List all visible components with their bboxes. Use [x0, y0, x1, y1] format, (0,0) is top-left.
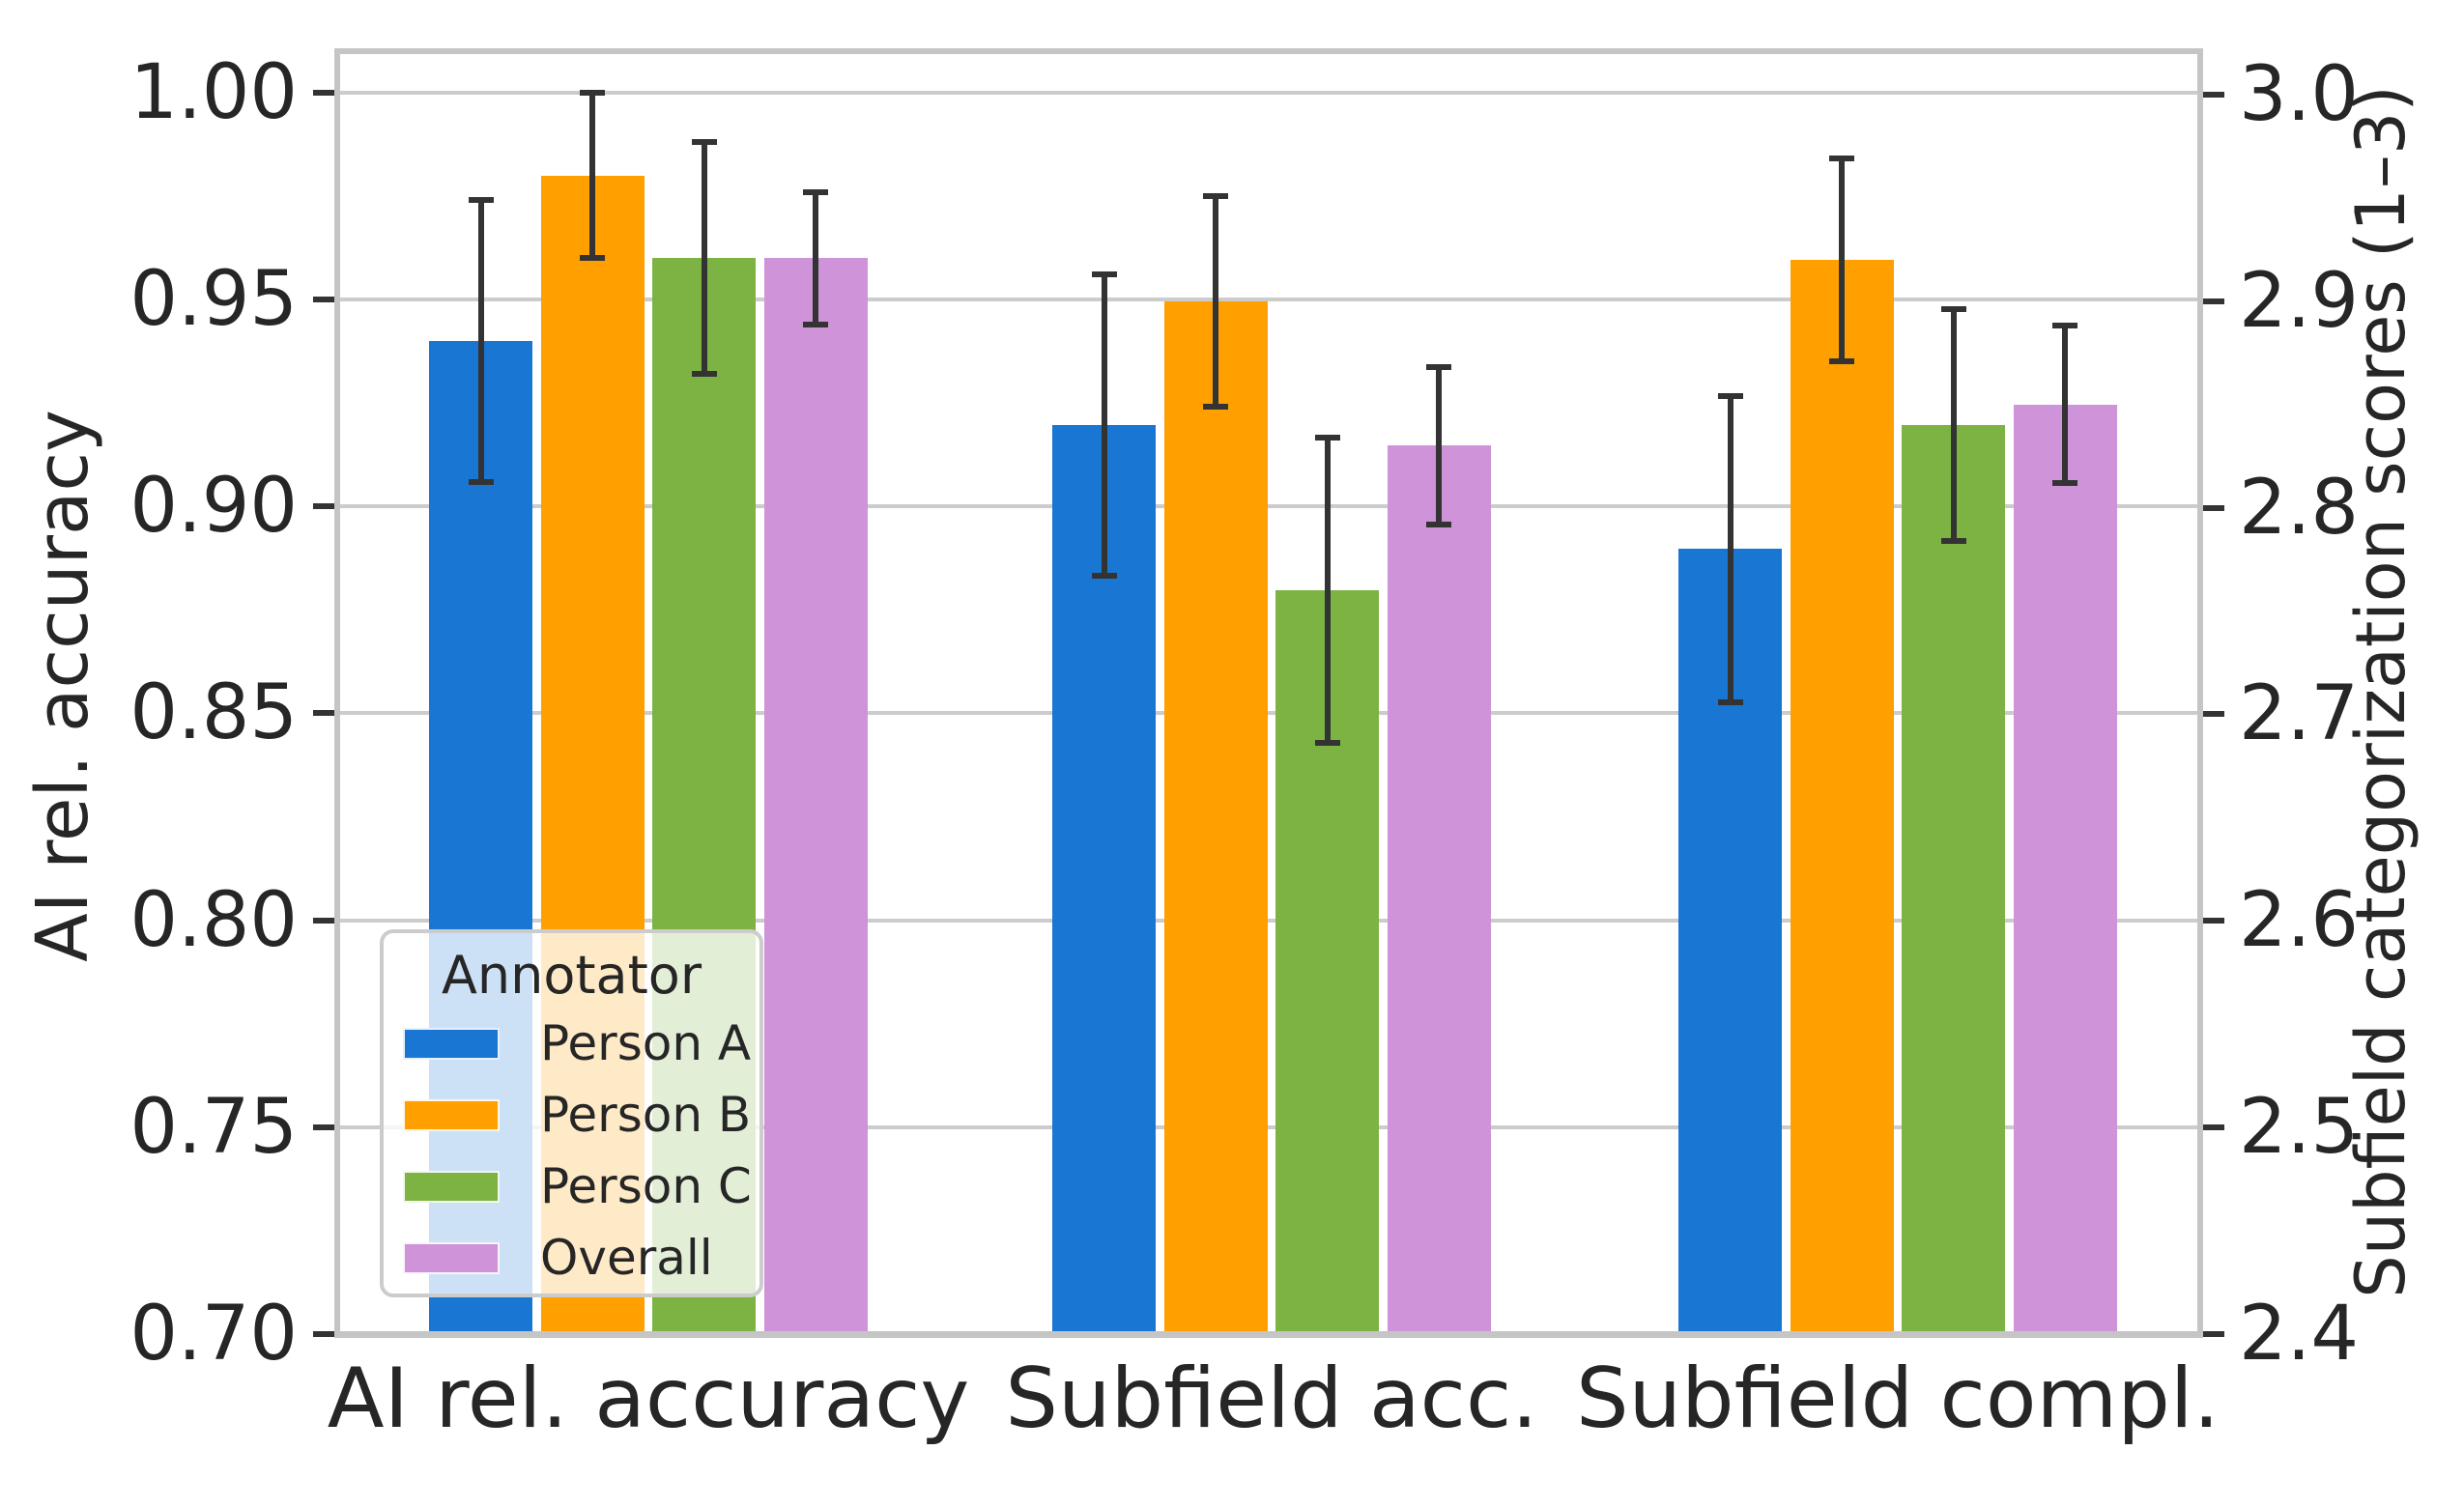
error-cap-lower-subfield-acc-overall — [1426, 521, 1452, 527]
right-tick-mark-3.0 — [2203, 91, 2224, 98]
legend: Annotator Person A Person B Person C Overal… — [380, 929, 763, 1297]
left-tick-label-0.85: 0.85 — [129, 669, 298, 757]
error-cap-lower-ai-rel-accuracy-overall — [803, 321, 829, 327]
left-tick-mark-0.70 — [313, 1331, 334, 1337]
error-cap-lower-subfield-compl-overall — [2052, 479, 2078, 486]
gridline-1 — [337, 90, 2200, 95]
error-bar-subfield-acc-person-c — [1324, 437, 1331, 744]
error-cap-upper-subfield-compl-person-c — [1940, 306, 1966, 313]
error-cap-lower-subfield-compl-person-a — [1717, 698, 1743, 705]
error-bar-ai-rel-accuracy-person-c — [701, 142, 707, 375]
left-tick-label-0.80: 0.80 — [129, 876, 298, 964]
left-tick-label-0.70: 0.70 — [129, 1291, 298, 1378]
error-bar-subfield-compl-person-b — [1839, 158, 1846, 361]
error-cap-upper-subfield-compl-person-b — [1829, 156, 1855, 162]
left-tick-label-0.90: 0.90 — [129, 463, 298, 551]
gridline-0.85 — [337, 711, 2200, 716]
error-cap-upper-ai-rel-accuracy-person-c — [691, 139, 717, 146]
error-bar-subfield-acc-overall — [1436, 367, 1443, 525]
error-bar-subfield-acc-person-a — [1101, 273, 1107, 577]
right-tick-mark-2.4 — [2203, 1331, 2224, 1337]
left-tick-mark-0.90 — [313, 503, 334, 510]
gridline-0.8 — [337, 918, 2200, 923]
left-tick-label-1.00: 1.00 — [129, 48, 298, 136]
bar-subfield-compl-person-c — [1902, 425, 2006, 1334]
left-tick-mark-0.85 — [313, 710, 334, 717]
error-cap-lower-subfield-compl-person-c — [1940, 537, 1966, 544]
right-tick-label-2.7: 2.7 — [2239, 670, 2360, 758]
error-cap-lower-ai-rel-accuracy-person-a — [468, 478, 494, 485]
error-cap-upper-ai-rel-accuracy-person-b — [580, 89, 606, 96]
error-cap-upper-subfield-compl-person-a — [1717, 393, 1743, 400]
legend-item-person-c: Person C — [403, 1158, 752, 1214]
error-cap-lower-ai-rel-accuracy-person-b — [580, 255, 606, 262]
bar-subfield-compl-person-b — [1790, 259, 1894, 1334]
left-tick-label-0.95: 0.95 — [129, 256, 298, 344]
gridline-0.75 — [337, 1124, 2200, 1129]
error-cap-lower-subfield-acc-person-c — [1314, 740, 1340, 747]
left-spine — [334, 48, 340, 1337]
right-tick-mark-2.9 — [2203, 298, 2224, 304]
legend-title: Annotator — [441, 945, 702, 1006]
error-cap-upper-ai-rel-accuracy-overall — [803, 188, 829, 195]
left-tick-mark-0.80 — [313, 917, 334, 924]
left-tick-mark-0.75 — [313, 1123, 334, 1130]
error-cap-upper-subfield-acc-overall — [1426, 364, 1452, 371]
error-cap-lower-ai-rel-accuracy-person-c — [691, 371, 717, 378]
right-tick-mark-2.7 — [2203, 711, 2224, 718]
left-tick-mark-1.00 — [313, 89, 334, 96]
right-tick-mark-2.8 — [2203, 504, 2224, 511]
error-bar-ai-rel-accuracy-person-a — [477, 200, 484, 482]
left-tick-mark-0.95 — [313, 297, 334, 303]
legend-item-label-person-a: Person A — [540, 1015, 752, 1071]
bar-subfield-acc-overall — [1387, 445, 1491, 1334]
error-bar-ai-rel-accuracy-person-b — [589, 92, 596, 259]
x-tick-label-subfield-acc: Subfield acc. — [1005, 1351, 1538, 1447]
error-cap-upper-subfield-acc-person-a — [1091, 270, 1117, 277]
bottom-spine — [334, 1331, 2203, 1338]
gridline-0.95 — [337, 298, 2200, 302]
legend-swatch-person-b — [403, 1098, 500, 1131]
error-cap-lower-subfield-compl-person-b — [1829, 357, 1855, 364]
error-cap-upper-ai-rel-accuracy-person-a — [468, 197, 494, 204]
error-bar-ai-rel-accuracy-overall — [813, 191, 819, 325]
bar-ai-rel-accuracy-overall — [763, 258, 868, 1334]
error-bar-subfield-compl-person-c — [1950, 309, 1957, 541]
left-tick-label-0.75: 0.75 — [129, 1083, 298, 1171]
top-spine — [334, 48, 2203, 54]
legend-item-label-person-c: Person C — [540, 1158, 752, 1214]
right-tick-label-2.6: 2.6 — [2239, 877, 2360, 965]
right-tick-label-2.5: 2.5 — [2239, 1084, 2360, 1172]
right-tick-label-2.8: 2.8 — [2239, 464, 2360, 552]
legend-swatch-overall — [403, 1241, 500, 1274]
x-tick-label-ai-rel-accuracy: AI rel. accuracy — [327, 1351, 970, 1447]
legend-item-person-a: Person A — [403, 1015, 752, 1071]
legend-swatch-person-c — [403, 1170, 500, 1203]
error-bar-subfield-acc-person-b — [1213, 195, 1219, 407]
right-tick-label-2.9: 2.9 — [2239, 257, 2360, 345]
legend-item-person-b: Person B — [403, 1087, 752, 1143]
legend-item-overall: Overall — [403, 1230, 713, 1286]
legend-swatch-person-a — [403, 1027, 500, 1060]
error-bar-subfield-compl-overall — [2062, 326, 2069, 483]
legend-item-label-overall: Overall — [540, 1230, 713, 1286]
error-cap-lower-subfield-acc-person-a — [1091, 573, 1117, 580]
error-bar-subfield-compl-person-a — [1727, 396, 1733, 702]
error-cap-lower-subfield-acc-person-b — [1203, 403, 1229, 410]
legend-item-label-person-b: Person B — [540, 1087, 752, 1143]
error-cap-upper-subfield-compl-overall — [2052, 323, 2078, 329]
error-cap-upper-subfield-acc-person-c — [1314, 434, 1340, 441]
right-tick-label-2.4: 2.4 — [2239, 1291, 2360, 1378]
right-tick-mark-2.5 — [2203, 1124, 2224, 1131]
right-tick-label-3.0: 3.0 — [2239, 50, 2360, 138]
bar-subfield-compl-overall — [2013, 404, 2117, 1334]
bar-subfield-acc-person-b — [1163, 300, 1268, 1334]
right-spine — [2197, 48, 2203, 1337]
x-tick-label-subfield-compl: Subfield compl. — [1575, 1351, 2220, 1447]
right-tick-mark-2.6 — [2203, 918, 2224, 924]
gridline-0.9 — [337, 504, 2200, 509]
error-cap-upper-subfield-acc-person-b — [1203, 192, 1229, 199]
